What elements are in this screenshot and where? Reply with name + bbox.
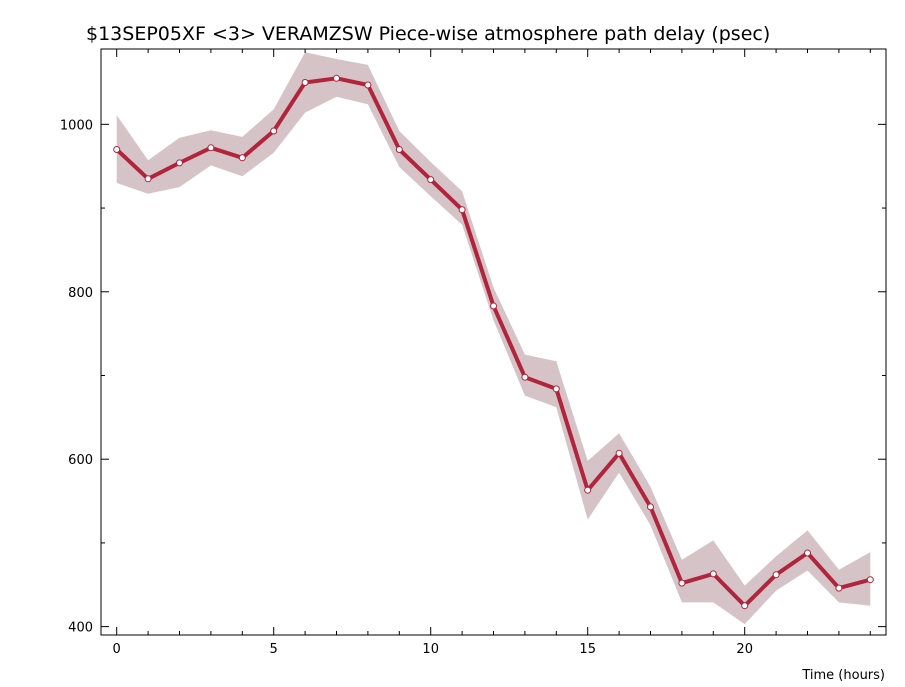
x-tick-label: 15 (579, 642, 596, 657)
data-point (552, 385, 560, 393)
x-tick-label: 20 (736, 642, 753, 657)
chart-title: $13SEP05XF <3> VERAMZSW Piece-wise atmos… (86, 23, 770, 45)
data-point (615, 449, 623, 457)
data-point (207, 144, 215, 152)
data-point (741, 602, 749, 610)
data-point (333, 74, 340, 82)
data-point (364, 81, 372, 89)
data-point (772, 571, 780, 579)
data-point (144, 175, 152, 183)
data-point (678, 579, 686, 587)
data-point (270, 127, 278, 135)
x-tick-label: 5 (270, 642, 278, 657)
plot-area: 0 5 10 15 20 400 600 800 1000 (60, 48, 887, 657)
data-point (521, 373, 529, 381)
data-point (584, 486, 592, 494)
data-point (301, 79, 309, 86)
x-tick-label: 0 (113, 642, 121, 657)
x-axis-label: Time (hours) (801, 668, 885, 683)
y-tick-label: 400 (68, 621, 93, 636)
data-point (176, 159, 183, 167)
data-point (113, 146, 121, 153)
data-point (709, 570, 717, 578)
data-point (427, 176, 435, 184)
data-point (804, 549, 811, 557)
data-point (490, 302, 497, 310)
data-point (395, 146, 403, 153)
y-tick-label: 600 (68, 453, 93, 468)
data-point (238, 154, 246, 162)
data-point (647, 503, 654, 511)
uncertainty-band (116, 52, 871, 625)
data-point (458, 206, 466, 214)
x-tick-label: 10 (422, 642, 439, 657)
y-tick-label: 1000 (60, 118, 93, 133)
data-point (866, 576, 874, 584)
y-tick-label: 800 (68, 286, 93, 301)
data-point (835, 584, 843, 592)
